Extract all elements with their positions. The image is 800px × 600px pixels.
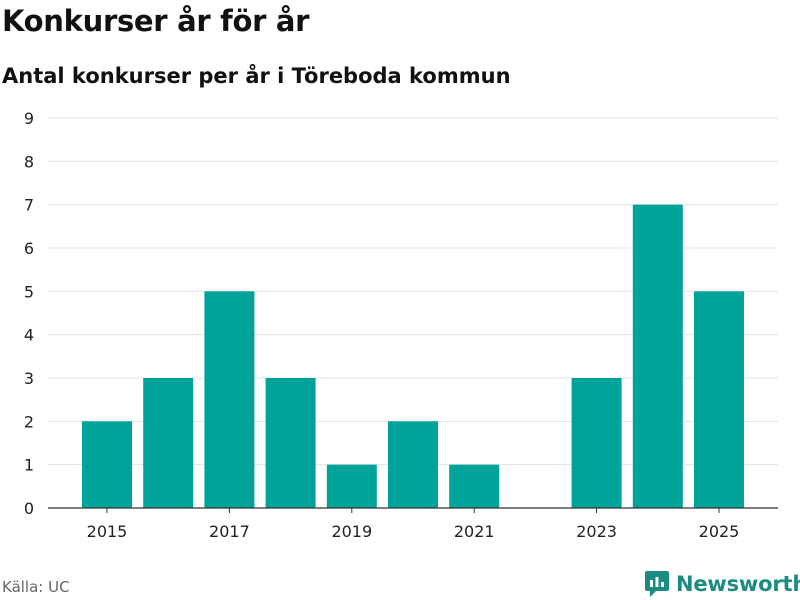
y-tick-label-9: 9: [24, 109, 34, 128]
newsworthy-logo[interactable]: Newsworthy: [644, 569, 800, 599]
bar-2020: [388, 421, 438, 508]
bar-2021: [449, 464, 500, 508]
y-tick-label-8: 8: [24, 152, 34, 171]
x-tick-label-2017: 2017: [209, 522, 250, 541]
y-tick-label-3: 3: [24, 369, 34, 388]
x-tick-label-2025: 2025: [699, 522, 740, 541]
newsworthy-logo-icon: [645, 571, 669, 597]
x-tick-label-2023: 2023: [576, 522, 617, 541]
chart-title: Konkurser år för år: [2, 4, 310, 38]
y-tick-label-7: 7: [24, 196, 34, 215]
y-tick-label-5: 5: [24, 282, 34, 301]
axes: 0 1 2 3 4 5 6 7 8 9 2015 2017 2019 2021 2023 2025: [24, 109, 778, 541]
brand-name: Newsworthy: [676, 572, 800, 596]
chart-subtitle: Antal konkurser per år i Töreboda kommun: [2, 64, 511, 88]
source-label: Källa: UC: [2, 578, 70, 596]
bar-2023: [571, 378, 622, 508]
y-tick-label-6: 6: [24, 239, 34, 258]
bar-2018: [265, 378, 316, 508]
bar-2017: [204, 291, 255, 508]
x-tick-label-2015: 2015: [87, 522, 128, 541]
bar-2019: [326, 464, 377, 508]
bar-2025: [694, 291, 744, 508]
bar-2016: [143, 378, 194, 508]
y-tick-label-4: 4: [24, 326, 34, 345]
bar-2015: [82, 421, 132, 508]
bars: [82, 204, 744, 508]
x-tick-label-2021: 2021: [454, 522, 495, 541]
y-tick-label-1: 1: [24, 456, 34, 475]
bar-2024: [632, 204, 683, 508]
y-tick-label-2: 2: [24, 412, 34, 431]
x-tick-label-2019: 2019: [331, 522, 372, 541]
y-tick-label-0: 0: [24, 499, 34, 518]
